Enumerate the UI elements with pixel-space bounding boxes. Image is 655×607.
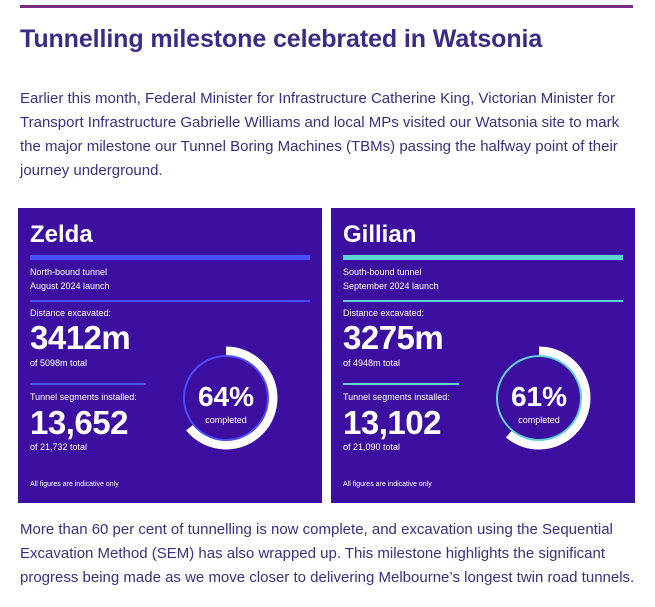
divider [30,300,310,302]
segments-label: Tunnel segments installed: [343,392,450,402]
progress-ring-track [174,346,278,450]
article-title: Tunnelling milestone celebrated in Watso… [20,25,543,53]
distance-label: Distance excavated: [343,308,425,318]
top-rule [20,5,633,8]
segments-total: of 21,090 total [343,442,401,452]
progress-ring [487,346,591,450]
divider [343,300,623,302]
tbm-name: Zelda [30,221,93,248]
accent-bar [30,255,310,260]
disclaimer-note: All figures are indicative only [30,481,119,488]
tunnel-info: South-bound tunnel September 2024 launch [343,265,439,293]
percent-label: completed [518,415,560,425]
tunnel-direction: North-bound tunnel [30,267,108,277]
disclaimer-note: All figures are indicative only [343,481,432,488]
percent-value: 64% [197,381,255,412]
divider [30,383,146,385]
tbm-card-gillian: Gillian South-bound tunnel September 202… [331,208,635,503]
tunnel-info: North-bound tunnel August 2024 launch [30,265,110,293]
segments-label: Tunnel segments installed: [30,392,137,402]
launch-date: August 2024 launch [30,281,110,291]
divider [343,383,459,385]
progress-ring [174,346,278,450]
percent-value: 61% [510,381,568,412]
segments-total: of 21,732 total [30,442,88,452]
distance-total: of 5098m total [30,358,88,368]
distance-label: Distance excavated: [30,308,112,318]
distance-value: 3275m [343,319,444,356]
launch-date: September 2024 launch [343,281,439,291]
percent-label: completed [205,415,247,425]
segments-value: 13,652 [30,404,128,441]
tbm-name: Gillian [343,221,417,248]
progress-ring-track [487,346,591,450]
tunnel-direction: South-bound tunnel [343,267,422,277]
accent-bar [343,255,623,260]
segments-value: 13,102 [343,404,441,441]
distance-total: of 4948m total [343,358,401,368]
distance-value: 3412m [30,319,131,356]
tbm-card-zelda: Zelda North-bound tunnel August 2024 lau… [18,208,322,503]
progress-ring-inner [183,355,269,441]
intro-paragraph: Earlier this month, Federal Minister for… [20,90,620,179]
progress-ring-inner [496,355,582,441]
closing-paragraph: More than 60 per cent of tunnelling is n… [20,521,635,586]
